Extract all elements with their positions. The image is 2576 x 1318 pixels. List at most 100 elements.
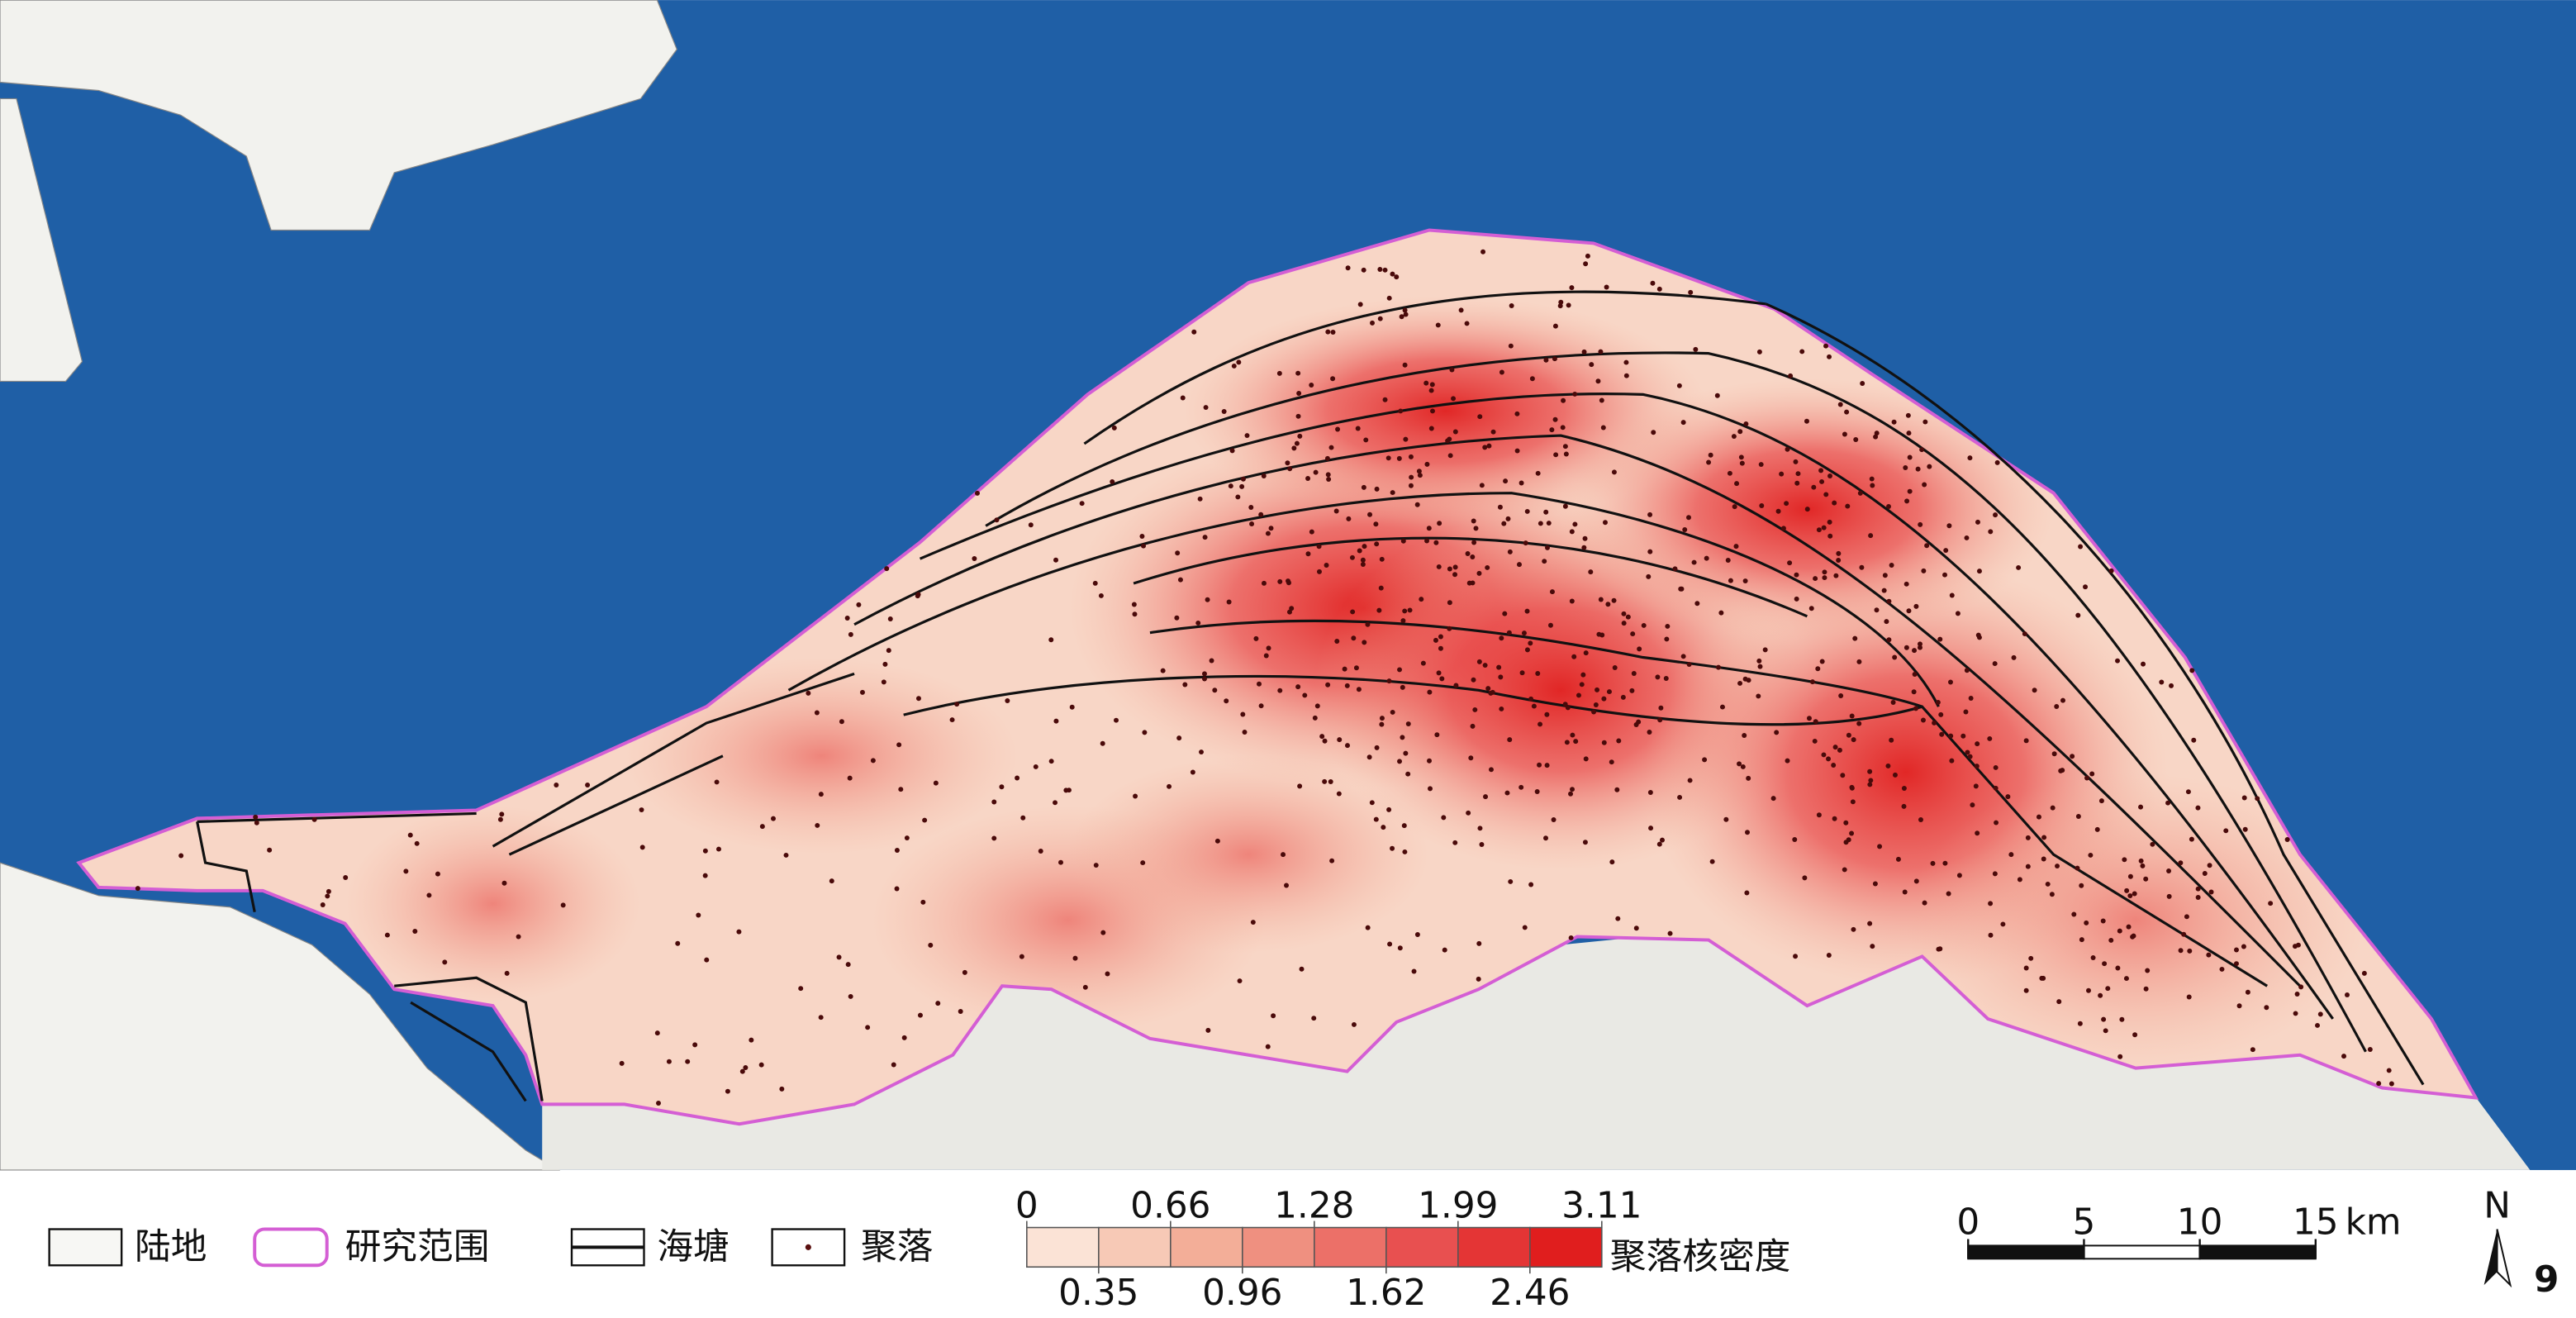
settlement-dot (962, 969, 967, 975)
settlement-dot (1623, 359, 1629, 365)
settlement-dot (1543, 509, 1549, 515)
settlement-dot (1851, 926, 1856, 932)
settlement-dot (1869, 476, 1875, 482)
settlement-dot (656, 1101, 661, 1106)
settlement-dot (1892, 772, 1898, 778)
settlement-dot (1826, 756, 1832, 762)
settlement-dot (1988, 932, 1994, 938)
settlement-dot (1794, 572, 1799, 578)
settlement-dot (847, 775, 853, 781)
settlement-dot (1486, 443, 1492, 449)
settlement-dot (497, 816, 503, 822)
settlement-dot (1930, 860, 1936, 866)
settlement-dot (1345, 743, 1350, 749)
settlement-dot (1436, 670, 1442, 676)
settlement-dot (554, 783, 559, 788)
settlement-dot (2241, 795, 2247, 801)
settlement-dot (1794, 596, 1799, 602)
settlement-dot (2123, 976, 2129, 982)
settlement-dot (1291, 445, 1297, 451)
settlement-dot (1774, 730, 1780, 735)
settlement-dot (1968, 696, 1974, 702)
warmspot (1067, 755, 1430, 954)
settlement-dot (2122, 857, 2127, 863)
settlement-dot (887, 616, 893, 621)
settlement-dot (2143, 986, 2149, 992)
settlement-dot (2186, 994, 2192, 1000)
settlement-dot (1881, 588, 1887, 593)
settlement-dot (1591, 709, 1597, 715)
settlement-dot (1324, 455, 1330, 461)
settlement-dot (1430, 408, 1435, 414)
settlement-dot (1436, 564, 1442, 569)
settlement-dot (1546, 521, 1552, 526)
settlement-dot (725, 1088, 730, 1094)
settlement-dot (1336, 791, 1342, 797)
settlement-dot (1932, 720, 1937, 726)
settlement-dot (1963, 709, 1969, 715)
settlement-dot (798, 986, 804, 992)
settlement-dot (1428, 426, 1434, 431)
settlement-dot (1920, 717, 1926, 723)
settlement-dot (1092, 580, 1098, 586)
settlement-dot (1967, 455, 1973, 461)
settlement-dot (1419, 597, 1424, 602)
settlement-dot (2223, 828, 2229, 834)
warmspot (345, 805, 641, 1003)
settlement-dot (1427, 758, 1432, 764)
settlement-dot (2138, 858, 2144, 864)
settlement-dot (1565, 705, 1571, 711)
settlement-dot (779, 1086, 785, 1092)
settlement-dot (1615, 916, 1621, 921)
settlement-dot (1579, 682, 1585, 688)
settlement-dot (1686, 662, 1692, 668)
settlement-dot (1904, 498, 1910, 504)
settlement-dot (1819, 659, 1825, 664)
settlement-dot (1743, 421, 1749, 426)
settlement-dot (1167, 783, 1172, 789)
settlement-dot (1562, 503, 1568, 509)
settlement-dot (1756, 693, 1761, 699)
settlement-dot (2017, 877, 2022, 883)
settlement-dot (1400, 538, 1406, 544)
settlement-dot (1203, 405, 1209, 411)
settlement-dot (1838, 693, 1844, 699)
settlement-dot (1823, 343, 1829, 349)
settlement-dot (1808, 606, 1814, 611)
settlement-dot (504, 970, 510, 976)
settlement-dot (1433, 637, 1438, 643)
settlement-dot (1623, 373, 1629, 378)
settlement-dot (1350, 609, 1356, 615)
settlement-dot (1913, 603, 1919, 609)
settlement-dot (1648, 826, 1654, 831)
settlement-dot (1268, 526, 1274, 531)
settlement-dot (1663, 675, 1669, 681)
settlement-dot (2268, 901, 2274, 906)
settlement-dot (1271, 1013, 1276, 1019)
settlement-dot (1660, 837, 1665, 843)
settlement-dot (1605, 602, 1611, 607)
settlement-dot (1942, 860, 1948, 866)
settlement-dot (1827, 354, 1832, 359)
settlement-dot (2195, 886, 2201, 892)
settlement-dot (818, 1015, 824, 1021)
settlement-dot (2025, 864, 2031, 869)
settlement-dot (2245, 989, 2250, 995)
settlement-dot (1379, 721, 1385, 727)
seawall (508, 754, 724, 856)
settlement-dot (1943, 548, 1949, 554)
settlement-dot (2117, 1054, 2123, 1059)
settlement-dot (1583, 650, 1589, 656)
settlement-dot (935, 1001, 941, 1006)
settlement-dot (1248, 504, 1254, 510)
settlement-dot (1191, 329, 1197, 335)
settlement-dot (1812, 738, 1818, 744)
settlement-dot (2041, 856, 2046, 862)
settlement-dot (1822, 575, 1827, 581)
settlement-dot (896, 742, 902, 748)
settlement-dot (2388, 1081, 2394, 1087)
settlement-dot (1946, 891, 1951, 897)
settlement-dot (1258, 703, 1264, 709)
settlement-dot (1553, 452, 1559, 458)
density-break-label: 1.99 (1418, 1185, 1498, 1227)
